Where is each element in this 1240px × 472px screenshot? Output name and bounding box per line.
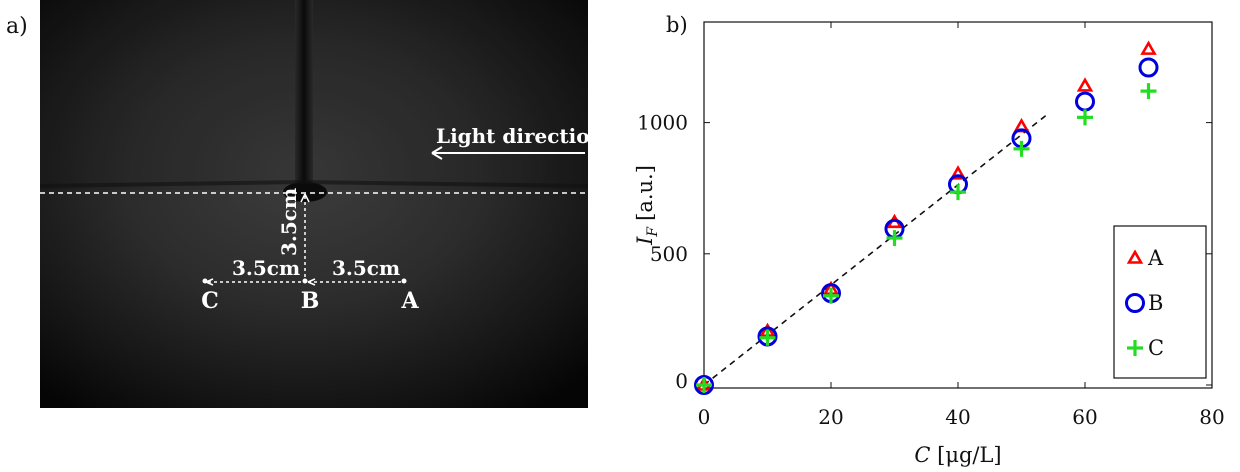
y-axis-variable: I — [633, 236, 657, 246]
marker-c — [1077, 109, 1093, 126]
x-tick-label: 20 — [818, 405, 843, 429]
point-a-dot — [401, 278, 407, 284]
marker-c — [1013, 140, 1030, 157]
legend-marker-b — [1125, 293, 1145, 313]
y-tick-label: 0 — [675, 369, 688, 393]
panel-a-label: a) — [6, 14, 28, 39]
y-tick-label: 1000 — [637, 111, 688, 135]
x-tick-label: 0 — [698, 405, 711, 429]
panel-b-label: b) — [666, 13, 688, 37]
y-axis-subscript: F — [645, 226, 661, 238]
marker-a — [1076, 77, 1094, 92]
marker-c — [759, 329, 776, 346]
legend: ABC — [1113, 225, 1207, 379]
optical-fiber — [295, 0, 313, 192]
point-c-label: C — [201, 288, 219, 314]
marker-c — [696, 377, 712, 393]
fiber-tip-shadow — [283, 182, 327, 202]
legend-box — [1113, 225, 1207, 379]
y-tick-label: 500 — [650, 242, 688, 266]
y-axis-label: IF [a.u.] — [633, 165, 661, 246]
legend-marker-a — [1126, 249, 1144, 264]
right-distance-label: 3.5cm — [332, 256, 400, 280]
x-axis-variable: C — [914, 443, 930, 467]
marker-b — [1138, 57, 1159, 78]
marker-a — [1140, 40, 1157, 55]
x-tick-label: 80 — [1199, 405, 1224, 429]
point-c-dot — [202, 278, 208, 284]
x-tick-label: 60 — [1072, 405, 1097, 429]
marker-c — [950, 184, 966, 201]
marker-c — [1140, 83, 1157, 100]
vertical-arrow-head — [300, 193, 310, 203]
x-tick-label: 40 — [945, 405, 970, 429]
marker-a — [949, 165, 967, 180]
linear-fit-line — [703, 114, 1048, 386]
air-region — [40, 0, 588, 190]
light-direction-label: Light direction — [436, 124, 588, 148]
axis-ticks: 0 20 40 60 80 0 500 1000 — [637, 22, 1225, 429]
marker-b — [694, 375, 714, 395]
legend-items: ABC — [1125, 246, 1164, 360]
data-markers — [694, 40, 1159, 395]
photo-background — [40, 0, 588, 408]
marker-b — [1075, 91, 1095, 112]
vertical-distance-label: 3.5cm — [277, 188, 301, 256]
marker-c — [886, 230, 903, 247]
x-axis-label: C [μg/L] — [914, 443, 1001, 467]
point-a-label: A — [400, 288, 419, 314]
legend-label-b: B — [1148, 291, 1163, 315]
right-arrow-head — [307, 278, 316, 286]
point-b-label: B — [301, 288, 320, 314]
legend-label-a: A — [1147, 246, 1164, 270]
calibration-chart: b) 0 20 40 60 80 0 500 1000 C [μg/L] IF [a.u.] A… — [633, 13, 1225, 467]
surface-edge — [40, 179, 588, 188]
light-arrow-head — [431, 146, 443, 160]
y-axis-unit: [a.u.] — [633, 165, 657, 221]
left-distance-label: 3.5cm — [232, 256, 300, 280]
photo-svg: Light direction 3.5cm 3.5cm 3.5cm C B A — [40, 0, 588, 408]
x-axis-unit: [μg/L] — [937, 443, 1002, 467]
fluorescence-photo: Light direction 3.5cm 3.5cm 3.5cm C B A — [40, 0, 588, 408]
legend-marker-c — [1127, 340, 1143, 356]
legend-label-c: C — [1148, 336, 1164, 360]
point-b-dot — [302, 278, 308, 284]
marker-c — [823, 287, 839, 304]
